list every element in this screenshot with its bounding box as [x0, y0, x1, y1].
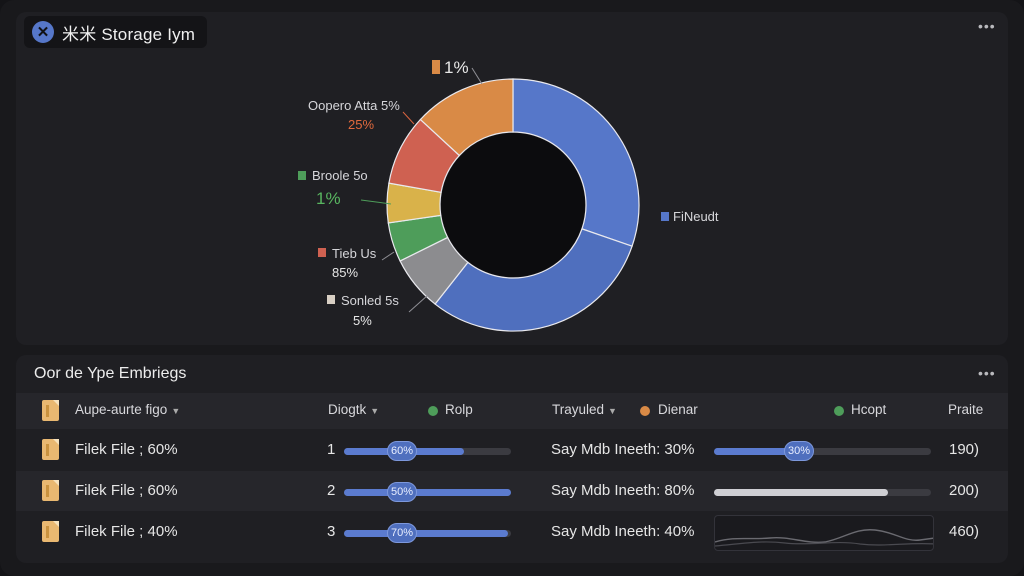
file-name: Filek File ; 60%: [75, 482, 178, 499]
file-name: Filek File ; 60%: [75, 441, 178, 458]
legend-label-b: Dienar: [658, 402, 698, 417]
slice-label: Tieb Us: [332, 246, 377, 261]
sparkline: [715, 529, 933, 547]
app-title: 米米 Storage Iym: [62, 24, 196, 44]
method-text: Say Mdb Ineeth: 30%: [551, 441, 695, 458]
row-number: 1: [327, 441, 336, 458]
legend-label-c: Hcopt: [851, 402, 887, 417]
title-chip: ✕ 米米 Storage Iym: [24, 16, 208, 48]
slice-value: 5%: [353, 313, 372, 328]
label-swatch: [298, 171, 306, 180]
leader-line: [402, 111, 415, 125]
column-header-trayued[interactable]: Trayuled ▼: [552, 402, 617, 417]
sparkline-box: [714, 515, 934, 551]
donut-hole: [441, 133, 585, 277]
progress-pill: 70%: [387, 523, 418, 543]
progress-fill: [344, 489, 511, 496]
progress-pill: 60%: [387, 441, 418, 461]
progress-fill: [714, 489, 888, 496]
donut-slice[interactable]: [434, 228, 633, 332]
file-icon: [42, 439, 59, 460]
table-more-icon[interactable]: •••: [978, 365, 996, 381]
table-row[interactable]: Filek File ; 40% 3 70% Say Mdb Ineeth: 40% 4…: [16, 512, 1008, 552]
method-text: Say Mdb Ineeth: 80%: [551, 482, 695, 499]
slice-value: 1%: [444, 58, 469, 77]
legend-label-a: Rolp: [445, 402, 473, 417]
progress-bar-2[interactable]: 30%: [714, 441, 931, 461]
leader-line: [471, 67, 483, 85]
chart-panel: ✕ 米米 Storage Iym ••• 1% Oopero Atta 5% 25%…: [16, 12, 1008, 345]
legend-dot-c: [834, 406, 844, 416]
progress-bar-2[interactable]: [714, 489, 931, 496]
row-total: 200): [949, 482, 980, 499]
row-number: 3: [327, 523, 336, 540]
donut-chart: 1% Oopero Atta 5% 25% Broole 5o 1% FiNeudt Tie…: [298, 58, 719, 332]
column-header-name[interactable]: Aupe-aurte figo ▼: [75, 402, 181, 417]
slice-value: 1%: [316, 189, 341, 208]
progress-pill: 50%: [387, 482, 418, 502]
donut-slice[interactable]: [419, 78, 514, 157]
progress-fill: [344, 530, 508, 537]
slice-label: FiNeudt: [673, 209, 719, 224]
file-icon: [42, 400, 59, 421]
label-swatch: [432, 60, 440, 74]
slice-label: Sonled 5s: [341, 293, 399, 308]
progress-bar[interactable]: 70%: [344, 523, 511, 543]
donut-slice[interactable]: [512, 78, 640, 247]
column-header-digit[interactable]: Diogtk ▼: [328, 402, 380, 417]
file-icon: [42, 480, 59, 501]
progress-bar[interactable]: 50%: [344, 482, 511, 502]
slice-value: 25%: [348, 117, 374, 132]
slice-label: Broole 5o: [312, 168, 368, 183]
table-row[interactable]: Filek File ; 60% 2 50% Say Mdb Ineeth: 80% 2…: [16, 471, 1008, 511]
label-swatch: [661, 212, 669, 221]
row-total: 460): [949, 523, 980, 540]
leader-line: [408, 294, 429, 313]
file-name: Filek File ; 40%: [75, 523, 178, 540]
method-text: Say Mdb Ineeth: 40%: [551, 523, 695, 540]
progress-fill: [714, 448, 806, 455]
legend-dot-b: [640, 406, 650, 416]
legend-dot-a: [428, 406, 438, 416]
progress-pill: 30%: [784, 441, 815, 461]
table-header: Aupe-aurte figo ▼ Diogtk ▼ Rolp Trayuled ▼ …: [16, 393, 1008, 429]
leader-line: [381, 251, 395, 261]
table-panel: Oor de Ype Embriegs ••• Aupe-aurte figo ▼…: [16, 355, 1008, 563]
column-header-praite[interactable]: Praite: [948, 402, 984, 417]
label-swatch: [318, 248, 326, 257]
table-title: Oor de Ype Embriegs: [34, 365, 187, 382]
table-row[interactable]: Filek File ; 60% 1 60% Say Mdb Ineeth: 30% 3…: [16, 430, 1008, 470]
leader-line: [360, 199, 392, 205]
file-icon: [42, 521, 59, 542]
row-number: 2: [327, 482, 336, 499]
close-icon[interactable]: ✕: [32, 21, 54, 43]
slice-label: Oopero Atta 5%: [308, 98, 400, 113]
row-total: 190): [949, 441, 980, 458]
progress-bar[interactable]: 60%: [344, 441, 511, 461]
slice-value: 85%: [332, 265, 358, 280]
more-icon[interactable]: •••: [978, 18, 996, 34]
label-swatch: [327, 295, 335, 304]
